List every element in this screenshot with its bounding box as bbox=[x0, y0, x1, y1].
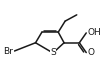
Text: Br: Br bbox=[4, 46, 13, 56]
Text: S: S bbox=[50, 48, 56, 57]
Text: OH: OH bbox=[87, 28, 101, 37]
Text: O: O bbox=[87, 48, 94, 57]
